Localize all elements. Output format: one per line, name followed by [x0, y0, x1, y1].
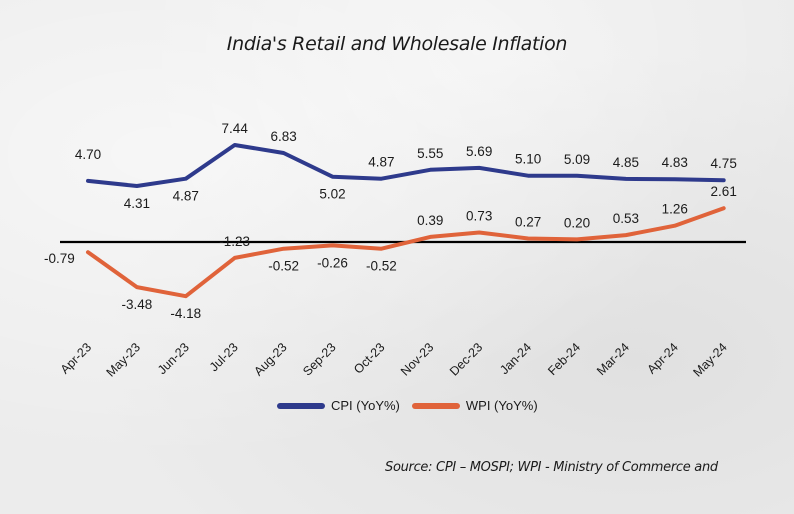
x-tick-label: Apr-23 — [58, 340, 94, 376]
x-tick-label: Jun-23 — [155, 340, 192, 377]
data-label-cpi: 4.83 — [662, 155, 688, 170]
x-tick-label: Dec-23 — [447, 340, 485, 378]
data-label-cpi: 5.02 — [319, 187, 345, 202]
data-label-wpi: -0.26 — [317, 255, 348, 270]
data-label-wpi: 0.53 — [613, 211, 639, 226]
data-label-cpi: 4.31 — [124, 196, 150, 211]
chart-title: India's Retail and Wholesale Inflation — [226, 33, 568, 55]
x-tick-label: Nov-23 — [398, 340, 436, 378]
legend: CPI (YoY%) WPI (YoY%) — [277, 398, 550, 413]
data-label-cpi: 4.87 — [173, 189, 199, 204]
data-label-wpi: -1.23 — [219, 234, 250, 249]
data-label-wpi: -3.48 — [122, 297, 153, 312]
data-label-cpi: 4.85 — [613, 155, 639, 170]
x-tick-label: Jan-24 — [497, 340, 534, 377]
x-tick-label: Feb-24 — [545, 340, 583, 378]
legend-item-wpi: WPI (YoY%) — [411, 398, 538, 413]
data-label-cpi: 5.09 — [564, 152, 590, 167]
data-label-cpi: 4.70 — [75, 147, 101, 162]
x-tick-label: Aug-23 — [251, 340, 289, 378]
data-label-wpi: -0.79 — [44, 251, 75, 266]
data-label-wpi: -0.52 — [268, 259, 299, 274]
data-label-wpi: -4.18 — [170, 306, 201, 321]
data-label-cpi: 5.69 — [466, 144, 492, 159]
legend-item-cpi: CPI (YoY%) — [277, 398, 400, 413]
data-label-wpi: 0.20 — [564, 215, 590, 230]
x-tick-label: Apr-24 — [644, 340, 680, 376]
source-note: Source: CPI – MOSPI; WPI - Ministry of C… — [385, 460, 718, 475]
data-label-wpi: 2.61 — [711, 184, 737, 199]
data-label-cpi: 5.55 — [417, 146, 443, 161]
legend-swatch-cpi — [277, 402, 325, 409]
data-label-cpi: 4.87 — [368, 155, 394, 170]
x-tick-label: Sep-23 — [300, 340, 338, 378]
data-label-wpi: 0.73 — [466, 209, 492, 224]
data-label-cpi: 4.75 — [711, 156, 737, 171]
x-tick-label: May-24 — [690, 340, 729, 379]
legend-label-cpi: CPI (YoY%) — [331, 398, 400, 413]
data-label-cpi: 6.83 — [270, 129, 296, 144]
data-label-cpi: 7.44 — [222, 121, 249, 136]
data-label-wpi: 1.26 — [662, 202, 688, 217]
legend-swatch-wpi — [411, 402, 460, 409]
x-tick-label: Oct-23 — [351, 340, 387, 376]
data-label-wpi: 0.39 — [417, 213, 443, 228]
data-label-wpi: 0.27 — [515, 215, 541, 230]
data-label-cpi: 5.10 — [515, 152, 541, 167]
data-label-wpi: -0.52 — [366, 259, 397, 274]
legend-label-wpi: WPI (YoY%) — [465, 398, 538, 413]
series-line-cpi — [86, 143, 726, 188]
series-line-wpi — [86, 206, 726, 299]
x-tick-label: May-23 — [104, 340, 143, 379]
x-tick-label: Jul-23 — [207, 340, 241, 374]
x-tick-label: Mar-24 — [594, 340, 632, 378]
